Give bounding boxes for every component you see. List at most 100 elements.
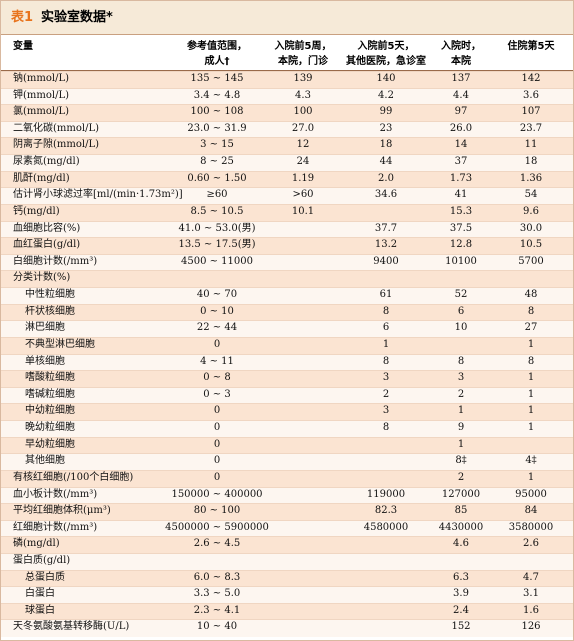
- cell-value: 12: [296, 139, 310, 151]
- row-label: 晚幼粒细胞: [25, 422, 75, 434]
- row-label: 有核红细胞(/100个白细胞): [13, 471, 134, 483]
- row-label: 尿素氮(mg/dl): [13, 156, 80, 168]
- cell-value: 8: [382, 422, 390, 434]
- row-label: 平均红细胞体积(μm³): [13, 505, 111, 517]
- cell-value: 1.36: [519, 172, 543, 184]
- table-row: [1, 386, 573, 405]
- cell-value: 3.4 ~ 4.8: [193, 89, 241, 101]
- cell-value: 99: [379, 106, 393, 118]
- cell-value: 61: [379, 289, 393, 301]
- cell-value: 3: [382, 372, 390, 384]
- cell-value: 54: [524, 189, 538, 201]
- cell-value: 150000 ~ 400000: [171, 488, 263, 500]
- cell-value: 2: [382, 388, 390, 400]
- cell-value: 107: [521, 106, 541, 118]
- cell-value: 2.6 ~ 4.5: [193, 538, 241, 550]
- cell-value: 13.5 ~ 17.5(男): [178, 239, 256, 251]
- column-header: 变量: [13, 41, 33, 52]
- cell-value: 8.5 ~ 10.5: [190, 205, 244, 217]
- row-label: 白细胞计数(/mm³): [13, 255, 98, 267]
- cell-value: 37.7: [374, 222, 398, 234]
- column-header: 本院，门诊: [278, 56, 328, 67]
- cell-value: 137: [451, 73, 471, 84]
- cell-value: 126: [521, 621, 541, 633]
- table-row: [1, 536, 573, 554]
- table-row: [1, 370, 573, 388]
- cell-value: 12.8: [449, 239, 473, 251]
- row-label: 单核细胞: [25, 355, 65, 367]
- table-row: [1, 436, 573, 455]
- cell-value: 6: [457, 305, 465, 317]
- cell-value: 8 ~ 25: [200, 156, 234, 168]
- cell-value: 4‡: [525, 455, 537, 467]
- cell-value: 0 ~ 10: [200, 305, 234, 317]
- cell-value: 2.6: [523, 538, 539, 550]
- cell-value: 95000: [515, 488, 547, 500]
- cell-value: 4.4: [453, 89, 469, 101]
- cell-value: 24: [296, 156, 310, 168]
- row-label: 钾(mmol/L): [13, 89, 69, 101]
- row-label: 磷(mg/dl): [13, 538, 60, 550]
- cell-value: 1.19: [291, 172, 315, 184]
- table-row: [1, 170, 573, 189]
- table-row: [1, 71, 573, 89]
- cell-value: 1: [527, 471, 535, 483]
- cell-value: 3.6: [523, 89, 539, 101]
- cell-value: 1: [527, 388, 535, 400]
- cell-value: 3580000: [508, 521, 554, 533]
- cell-value: 4430000: [438, 521, 484, 533]
- table-row: [1, 552, 573, 571]
- cell-value: 0: [213, 405, 221, 417]
- table-row: [1, 619, 573, 638]
- column-header: 成人†: [204, 56, 230, 67]
- cell-value: 1: [527, 338, 535, 350]
- cell-value: 0: [213, 438, 221, 450]
- cell-value: 4500000 ~ 5900000: [165, 521, 269, 533]
- cell-value: 1.6: [523, 604, 539, 616]
- table-row: [1, 287, 573, 305]
- cell-value: 4.7: [523, 571, 539, 583]
- table-row: [1, 519, 573, 538]
- cell-value: 100 ~ 108: [190, 106, 244, 118]
- cell-value: 8: [527, 355, 535, 367]
- table-row: [1, 320, 573, 338]
- table-row: [1, 403, 573, 421]
- cell-value: 152: [451, 621, 471, 633]
- cell-value: 127000: [441, 488, 481, 500]
- cell-value: 22 ~ 44: [196, 322, 238, 334]
- cell-value: 40 ~ 70: [196, 289, 238, 301]
- cell-value: 5700: [518, 255, 544, 267]
- row-label: 阴离子隙(mmol/L): [13, 139, 99, 151]
- cell-value: 34.6: [374, 189, 398, 201]
- cell-value: 0: [213, 455, 221, 467]
- cell-value: 2.3 ~ 4.1: [193, 604, 241, 616]
- table-row: [1, 486, 573, 505]
- cell-value: >60: [292, 189, 314, 201]
- cell-value: 139: [293, 73, 313, 84]
- cell-value: 52: [454, 289, 468, 301]
- cell-value: 3: [457, 372, 465, 384]
- cell-value: 1.73: [449, 172, 473, 184]
- column-header: 入院前5天，: [357, 41, 415, 52]
- cell-value: 0: [213, 471, 221, 483]
- table-row: [1, 453, 573, 471]
- cell-value: 6: [382, 322, 390, 334]
- row-label: 其他细胞: [25, 455, 65, 467]
- table-row: [1, 187, 573, 205]
- row-label: 不典型淋巴细胞: [25, 338, 95, 350]
- cell-value: 37.5: [449, 222, 473, 234]
- table-row: [1, 120, 573, 139]
- cell-value: 27.0: [291, 122, 315, 134]
- cell-value: 26.0: [449, 122, 473, 134]
- row-label: 嗜碱粒细胞: [25, 388, 75, 400]
- cell-value: 23: [379, 122, 393, 134]
- cell-value: 10 ~ 40: [196, 621, 238, 633]
- column-header: 入院时，: [441, 41, 481, 52]
- cell-value: 27: [524, 322, 538, 334]
- row-label: 早幼粒细胞: [25, 438, 75, 450]
- row-label: 分类计数(%): [13, 272, 71, 284]
- table-row: [1, 602, 573, 621]
- row-label: 估计肾小球滤过率[ml/(min·1.73m²)]: [13, 189, 183, 201]
- cell-value: 41: [454, 189, 468, 201]
- table-row: [1, 469, 573, 488]
